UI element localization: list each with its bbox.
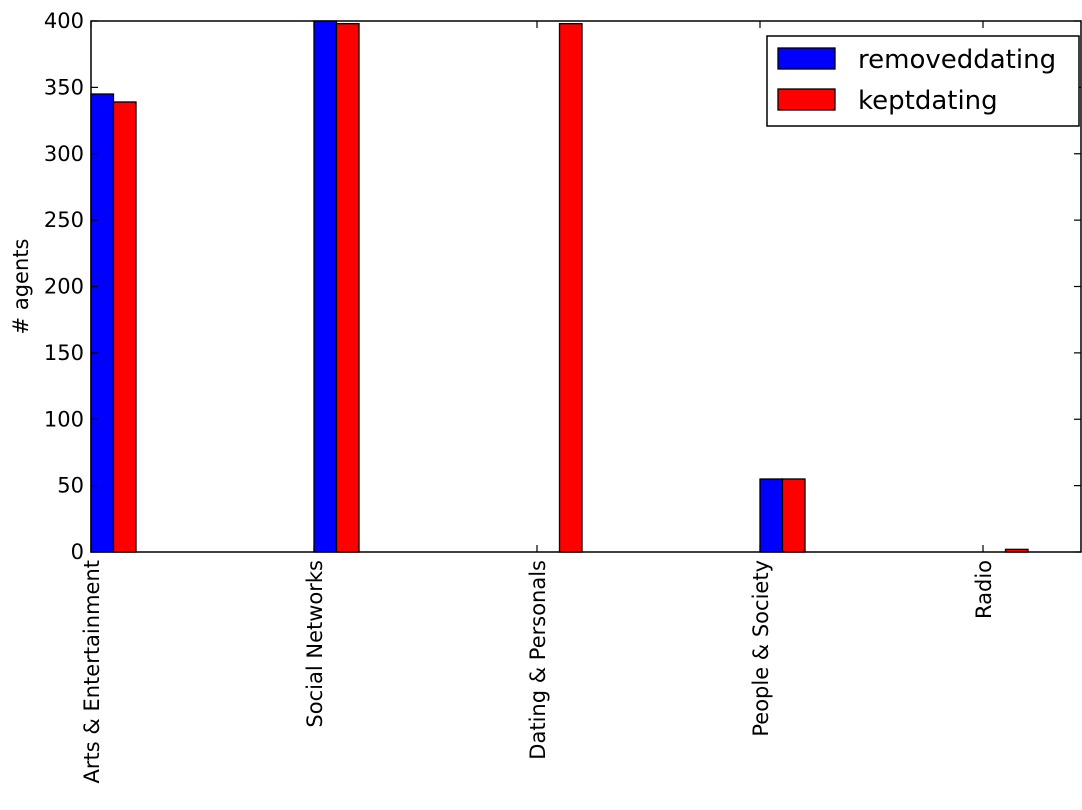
y-axis-title: # agents bbox=[9, 239, 33, 335]
y-tick-label: 400 bbox=[44, 9, 84, 33]
bar-removeddating bbox=[759, 478, 784, 553]
category-label: Radio bbox=[972, 560, 996, 619]
legend-label-removeddating: removeddating bbox=[858, 45, 1056, 75]
bar-keptdating bbox=[112, 101, 137, 553]
bar-keptdating bbox=[335, 23, 360, 553]
y-axis: 0 50 100 150 200 250 300 350 400 bbox=[44, 9, 1081, 564]
category-label: People & Society bbox=[749, 560, 773, 737]
y-tick-label: 350 bbox=[44, 75, 84, 99]
category-label: Arts & Entertainment bbox=[80, 560, 104, 783]
y-tick-label: 300 bbox=[44, 142, 84, 166]
y-tick-label: 150 bbox=[44, 341, 84, 365]
bar-removeddating bbox=[90, 93, 115, 553]
category-label: Social Networks bbox=[303, 560, 327, 728]
y-tick-label: 100 bbox=[44, 407, 84, 431]
bar-keptdating bbox=[781, 478, 806, 553]
y-tick-label: 250 bbox=[44, 208, 84, 232]
y-tick-label: 200 bbox=[44, 275, 84, 299]
bar-keptdating bbox=[558, 23, 583, 553]
x-axis: Arts & Entertainment Social Networks Datin… bbox=[80, 21, 996, 783]
legend-swatch-keptdating bbox=[777, 88, 836, 111]
category-label: Dating & Personals bbox=[526, 560, 550, 760]
y-tick-label: 0 bbox=[71, 540, 84, 564]
y-tick-label: 50 bbox=[57, 474, 84, 498]
legend: removeddating keptdating bbox=[766, 35, 1080, 127]
bar-removeddating bbox=[313, 20, 338, 553]
legend-label-keptdating: keptdating bbox=[858, 86, 998, 116]
legend-swatch-removeddating bbox=[777, 47, 836, 70]
bars-layer bbox=[90, 20, 1029, 553]
